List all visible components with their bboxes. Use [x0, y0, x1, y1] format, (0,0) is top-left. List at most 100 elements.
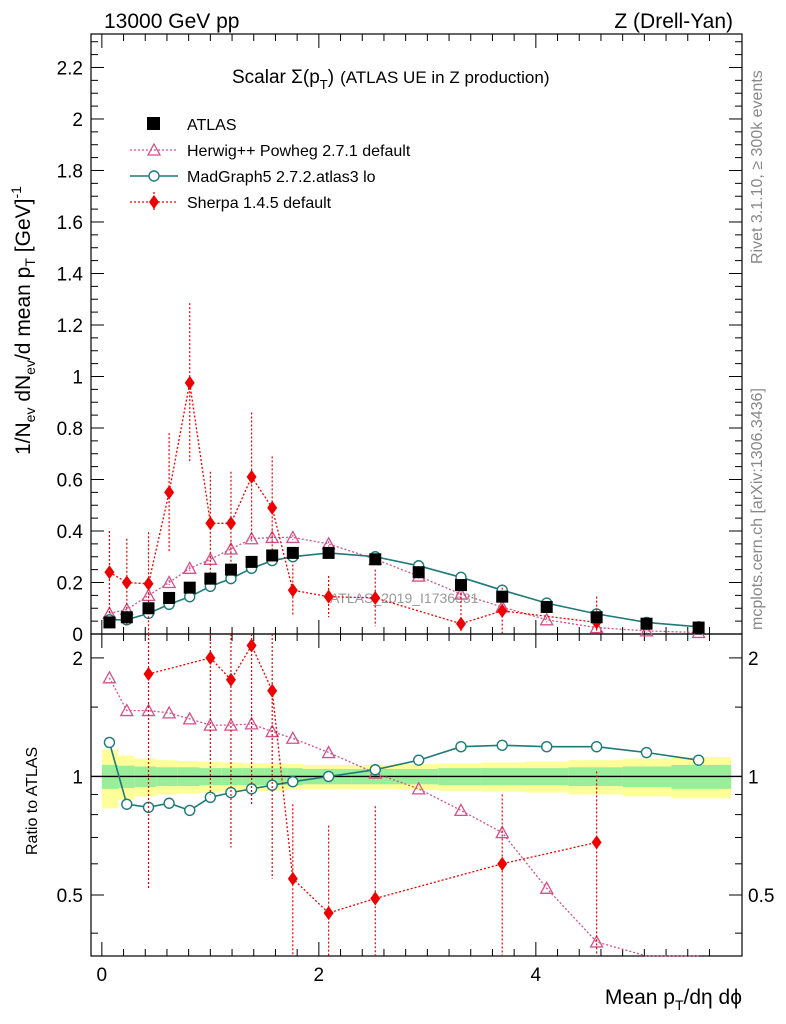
main-point-1 [203, 551, 218, 565]
main-point-3 [184, 375, 195, 390]
main-point-3 [370, 590, 381, 605]
y-tick-label: 0.2 [57, 573, 83, 594]
y-tick-label: 0.6 [57, 470, 83, 491]
ratio-point-2 [322, 770, 335, 783]
ratio-point-2 [245, 783, 258, 795]
main-point-0 [163, 591, 176, 604]
main-point-0 [590, 611, 603, 624]
main-point-0 [286, 546, 299, 559]
ratio-y-tick-label: 1 [72, 767, 83, 788]
ratio-point-3 [267, 683, 278, 698]
ratio-y-tick-label: 0.5 [57, 886, 83, 907]
ratio-point-1 [265, 724, 280, 738]
ratio-point-3 [591, 835, 602, 850]
main-point-0 [640, 617, 653, 630]
ratio-y-axis-label: Ratio to ATLAS [24, 747, 41, 855]
ratio-point-1 [182, 711, 197, 725]
legend-marker-herwig [146, 142, 162, 156]
main-point-0 [103, 616, 116, 629]
ratio-point-2 [692, 754, 705, 766]
main-line-1 [109, 536, 699, 634]
main-point-3 [205, 516, 216, 531]
main-data [102, 303, 706, 639]
main-point-0 [245, 555, 258, 568]
ratio-point-3 [287, 871, 298, 886]
main-point-1 [182, 560, 197, 574]
main-point-1 [162, 575, 177, 589]
ratio-point-2 [287, 775, 299, 788]
legend-marker-madgraph [148, 170, 160, 182]
ratio-point-2 [121, 798, 133, 810]
ratio-point-2 [103, 736, 116, 749]
y-tick-label: 1.8 [57, 161, 83, 182]
ratio-axes: 0 2 4 0.5 0.5 1 1 2 2 [57, 633, 774, 986]
main-point-0 [224, 563, 237, 576]
main-point-3 [104, 565, 115, 580]
ratio-point-3 [205, 650, 216, 665]
main-point-1 [453, 586, 469, 600]
ratio-point-2 [496, 739, 508, 751]
rivet-label: Rivet 3.1.10, ≥ 300k events [749, 70, 766, 264]
ratio-point-2 [412, 754, 425, 766]
ratio-point-1 [589, 934, 604, 948]
ratio-y-tick-label-right: 2 [748, 649, 759, 670]
main-point-3 [497, 603, 508, 618]
ratio-point-1 [203, 717, 218, 731]
y-tick-label: 2 [72, 110, 83, 131]
main-point-3 [267, 500, 278, 515]
main-point-1 [589, 620, 604, 634]
main-point-3 [143, 576, 154, 591]
y-tick-label: 1.4 [57, 264, 84, 285]
ratio-line-3 [148, 644, 597, 914]
ratio-y-tick-label: 2 [72, 649, 83, 670]
ratio-point-1 [223, 717, 239, 731]
ratio-line-1 [108, 677, 699, 957]
legend-marker-sherpa [149, 195, 159, 209]
y-tick-label: 1.2 [57, 316, 83, 337]
main-point-3 [164, 485, 175, 500]
chart-title: Scalar Σ(pT) (ATLAS UE in Z production) [232, 67, 550, 92]
x-tick-label: 0 [97, 965, 108, 986]
main-point-1 [265, 530, 280, 544]
ratio-point-3 [323, 906, 334, 921]
ratio-frame [90, 633, 743, 957]
ratio-point-1 [119, 703, 134, 717]
x-tick-label: 2 [314, 965, 325, 986]
legend-label-sherpa: Sherpa 1.4.5 default [187, 195, 332, 212]
ratio-point-3 [497, 856, 508, 871]
ratio-point-1 [162, 705, 177, 719]
ratio-point-3 [370, 891, 381, 906]
header-right: Z (Drell-Yan) [614, 10, 733, 33]
y-tick-label: 2.2 [57, 58, 83, 79]
main-axes: 0 0.2 0.4 0.6 0.8 1 1.2 1.4 1.6 1.8 2 2.2 [57, 33, 743, 646]
ratio-point-2 [204, 791, 217, 804]
watermark: ATLAS_2019_I1736531 [330, 590, 479, 606]
main-line-3 [109, 382, 597, 625]
y-tick-label: 0 [72, 625, 83, 646]
ratio-point-2 [225, 786, 237, 799]
main-point-0 [204, 572, 217, 585]
legend-marker-atlas [147, 117, 160, 130]
legend-label-madgraph: MadGraph5 2.7.2.atlas3 lo [187, 169, 376, 186]
ratio-point-1 [453, 803, 469, 817]
ratio-y-tick-label-right: 1 [748, 767, 759, 788]
ratio-point-3 [143, 667, 154, 682]
ratio-point-2 [369, 764, 381, 776]
main-point-1 [223, 541, 239, 555]
main-point-3 [323, 589, 334, 604]
y-tick-label: 0.8 [57, 419, 83, 440]
main-point-1 [244, 531, 259, 545]
main-point-0 [322, 546, 335, 559]
ratio-point-2 [266, 779, 278, 791]
ratio-point-2 [455, 740, 467, 753]
y-axis-label: 1/Nev dNev/d mean pT [GeV]-1 [8, 186, 38, 455]
main-point-0 [369, 553, 382, 566]
main-point-3 [246, 469, 257, 484]
legend-label-atlas: ATLAS [187, 117, 237, 134]
main-point-3 [225, 516, 236, 531]
main-point-0 [496, 590, 509, 603]
main-point-1 [141, 588, 156, 602]
ratio-point-1 [411, 781, 426, 795]
ratio-point-2 [163, 797, 175, 809]
legend: ATLAS Herwig++ Powheg 2.7.1 default MadG… [130, 117, 411, 212]
